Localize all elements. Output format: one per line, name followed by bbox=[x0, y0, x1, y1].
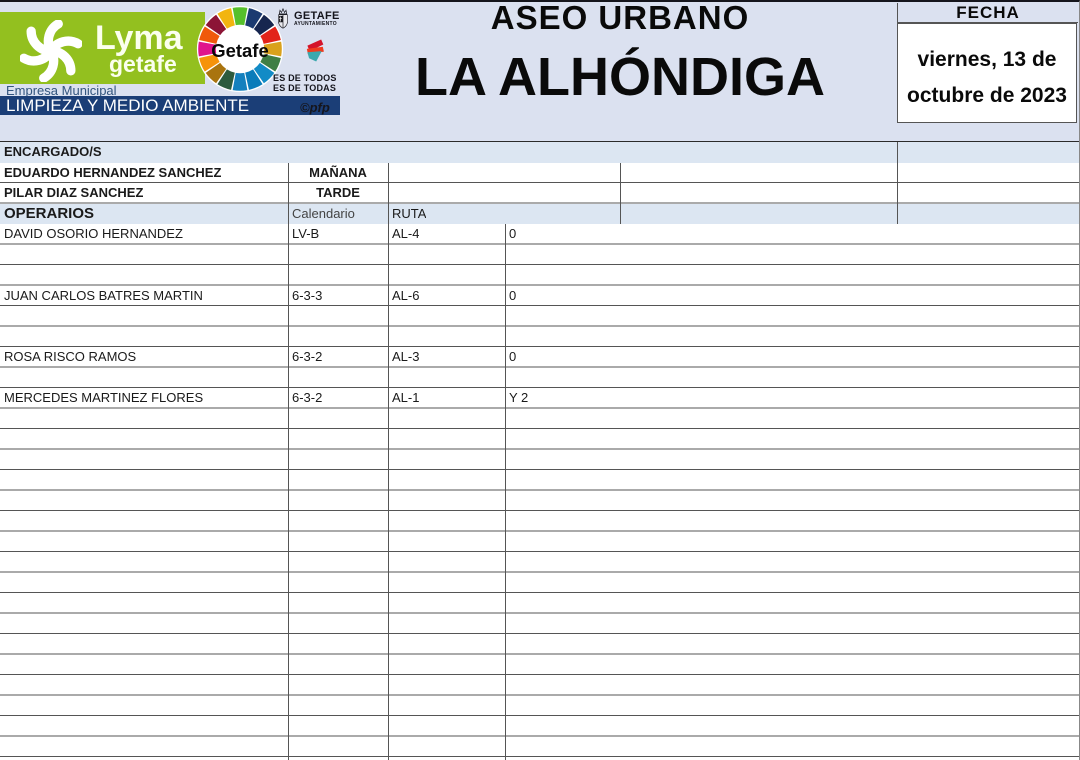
svg-text:Getafe: Getafe bbox=[211, 40, 268, 61]
